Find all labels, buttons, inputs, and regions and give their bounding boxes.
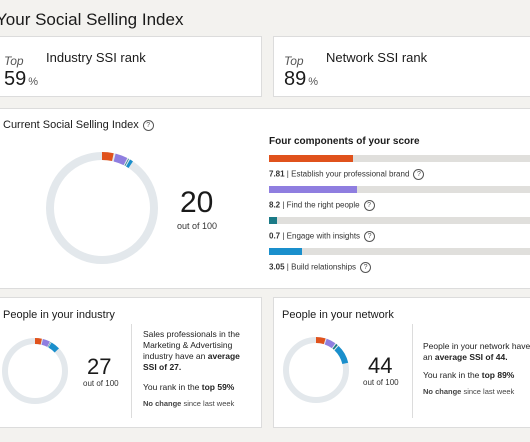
network-top-label: Top [284, 54, 304, 68]
help-icon[interactable]: ? [413, 169, 425, 180]
industry-divider [131, 324, 132, 418]
help-icon[interactable]: ? [364, 231, 376, 242]
network-description: People in your network have an average S… [423, 341, 530, 362]
network-divider [412, 324, 413, 418]
network-card: People in your network 44 out of 100 Peo… [273, 297, 530, 428]
network-rank-card: Top Network SSI rank 89% [273, 36, 530, 97]
industry-heading: People in your industry [3, 309, 115, 321]
current-ssi-donut [46, 152, 158, 264]
industry-rank-label: Industry SSI rank [46, 50, 146, 65]
find-bar-fill [269, 186, 357, 193]
build-segment [334, 345, 349, 365]
network-rank-label: Network SSI rank [326, 50, 428, 65]
find-segment [41, 338, 50, 347]
brand-segment [34, 338, 42, 345]
build-label: 3.05 | Build relationships? [269, 262, 372, 273]
brand-bar [269, 155, 530, 162]
network-donut [283, 337, 349, 403]
build-bar-fill [269, 248, 302, 255]
brand-segment [101, 152, 114, 162]
brand-label: 7.81 | Establish your professional brand… [269, 169, 425, 180]
find-segment [113, 153, 128, 166]
brand-segment [315, 337, 326, 345]
network-rank-text: You rank in the top 89% [423, 370, 515, 380]
current-ssi-score: 20 [180, 186, 214, 219]
current-ssi-card: Current Social Selling Index? 20 out of … [0, 108, 530, 289]
engage-bar [269, 217, 530, 224]
industry-top-label: Top [4, 54, 24, 68]
network-score: 44 [368, 353, 393, 378]
engage-bar-fill [269, 217, 277, 224]
industry-card: People in your industry 27 out of 100 Sa… [0, 297, 262, 428]
current-ssi-heading: Current Social Selling Index? [3, 119, 154, 131]
network-heading: People in your network [282, 309, 394, 321]
build-segment [126, 159, 133, 169]
industry-score: 27 [87, 354, 112, 379]
engage-label: 0.7 | Engage with insights? [269, 231, 376, 242]
brand-bar-fill [269, 155, 353, 162]
build-segment [48, 342, 59, 353]
build-bar [269, 248, 530, 255]
donut-track [46, 152, 158, 264]
industry-rank-value: 59% [4, 68, 39, 90]
help-icon[interactable]: ? [360, 262, 372, 273]
components-heading: Four components of your score [269, 136, 420, 147]
find-label: 8.2 | Find the right people? [269, 200, 375, 211]
industry-out-of: out of 100 [83, 379, 119, 388]
industry-rank-card: Top Industry SSI rank 59% [0, 36, 262, 97]
find-bar [269, 186, 530, 193]
network-rank-value: 89% [284, 68, 319, 90]
find-segment [324, 338, 336, 349]
current-ssi-out-of: out of 100 [177, 221, 218, 231]
help-icon[interactable]: ? [363, 200, 375, 211]
engage-segment [332, 343, 338, 350]
page-title: Your Social Selling Index [0, 10, 184, 29]
industry-change: No change since last week [143, 399, 235, 408]
help-icon[interactable]: ? [142, 119, 154, 131]
industry-donut [2, 338, 68, 404]
network-change: No change since last week [423, 387, 515, 396]
industry-rank-text: You rank in the top 59% [143, 382, 235, 392]
network-out-of: out of 100 [363, 378, 399, 387]
industry-description: Sales professionals in the Marketing & A… [143, 329, 240, 372]
